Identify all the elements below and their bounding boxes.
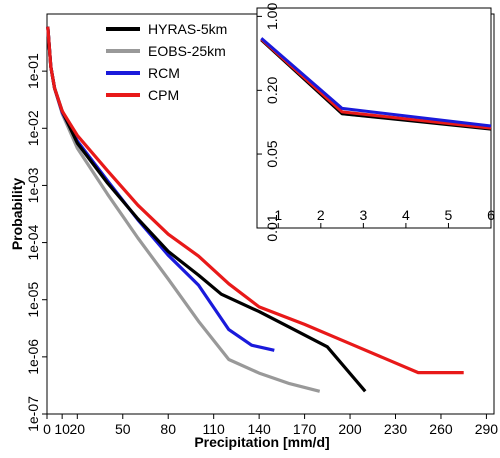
x-tick-label: 260	[429, 421, 453, 437]
y-tick-label: 1e-06	[25, 339, 41, 375]
y-tick-label: 1e-03	[25, 167, 41, 203]
inset-y-tick-label: 0.20	[264, 76, 280, 103]
legend-label: EOBS-25km	[148, 43, 226, 59]
main-axes-ticks: 0 10 20 50 80 110 140 170 200 230 260 290 1e-07 1e-06…	[25, 53, 498, 437]
legend-label: RCM	[148, 65, 180, 81]
inset-series-lines	[260, 37, 492, 131]
inset-y-tick-label: 0.05	[264, 140, 280, 167]
inset-x-tick-label: 2	[317, 207, 325, 223]
x-tick-label: 10	[54, 421, 70, 437]
x-tick-label: 110	[203, 421, 226, 437]
legend-label: CPM	[148, 87, 179, 103]
inset-axes-ticks: 1 2 3 4 5 6 0.01 0.05 0.20 1.00	[257, 3, 495, 242]
x-tick-label: 0	[43, 421, 51, 437]
inset-x-tick-label: 3	[359, 207, 367, 223]
inset-x-tick-label: 6	[487, 207, 495, 223]
inset-series-line-rcm	[260, 37, 492, 128]
inset-x-tick-label: 1	[274, 207, 282, 223]
legend: HYRAS-5km EOBS-25km RCM CPM	[106, 21, 227, 103]
main-series-lines	[46, 26, 464, 393]
x-tick-label: 170	[293, 421, 317, 437]
x-tick-label: 50	[115, 421, 131, 437]
inset-y-tick-label: 0.01	[264, 214, 280, 241]
series-line-cpm	[46, 26, 464, 375]
y-axis-label: Probability	[9, 178, 25, 251]
y-tick-label: 1e-04	[25, 224, 41, 260]
x-tick-label: 80	[160, 421, 176, 437]
y-tick-label: 1e-01	[25, 53, 41, 89]
x-tick-label: 200	[338, 421, 362, 437]
x-tick-label: 230	[384, 421, 408, 437]
x-tick-label: 140	[247, 421, 271, 437]
y-tick-label: 1e-02	[25, 110, 41, 146]
y-tick-label: 1e-07	[25, 396, 41, 432]
inset-x-tick-label: 5	[445, 207, 453, 223]
x-tick-label: 290	[475, 421, 499, 437]
inset-y-tick-label: 1.00	[264, 3, 280, 30]
x-axis-label: Precipitation [mm/d]	[194, 434, 329, 450]
legend-label: HYRAS-5km	[148, 21, 227, 37]
inset-x-tick-label: 4	[402, 207, 410, 223]
y-tick-label: 1e-05	[25, 282, 41, 318]
x-tick-label: 20	[70, 421, 86, 437]
